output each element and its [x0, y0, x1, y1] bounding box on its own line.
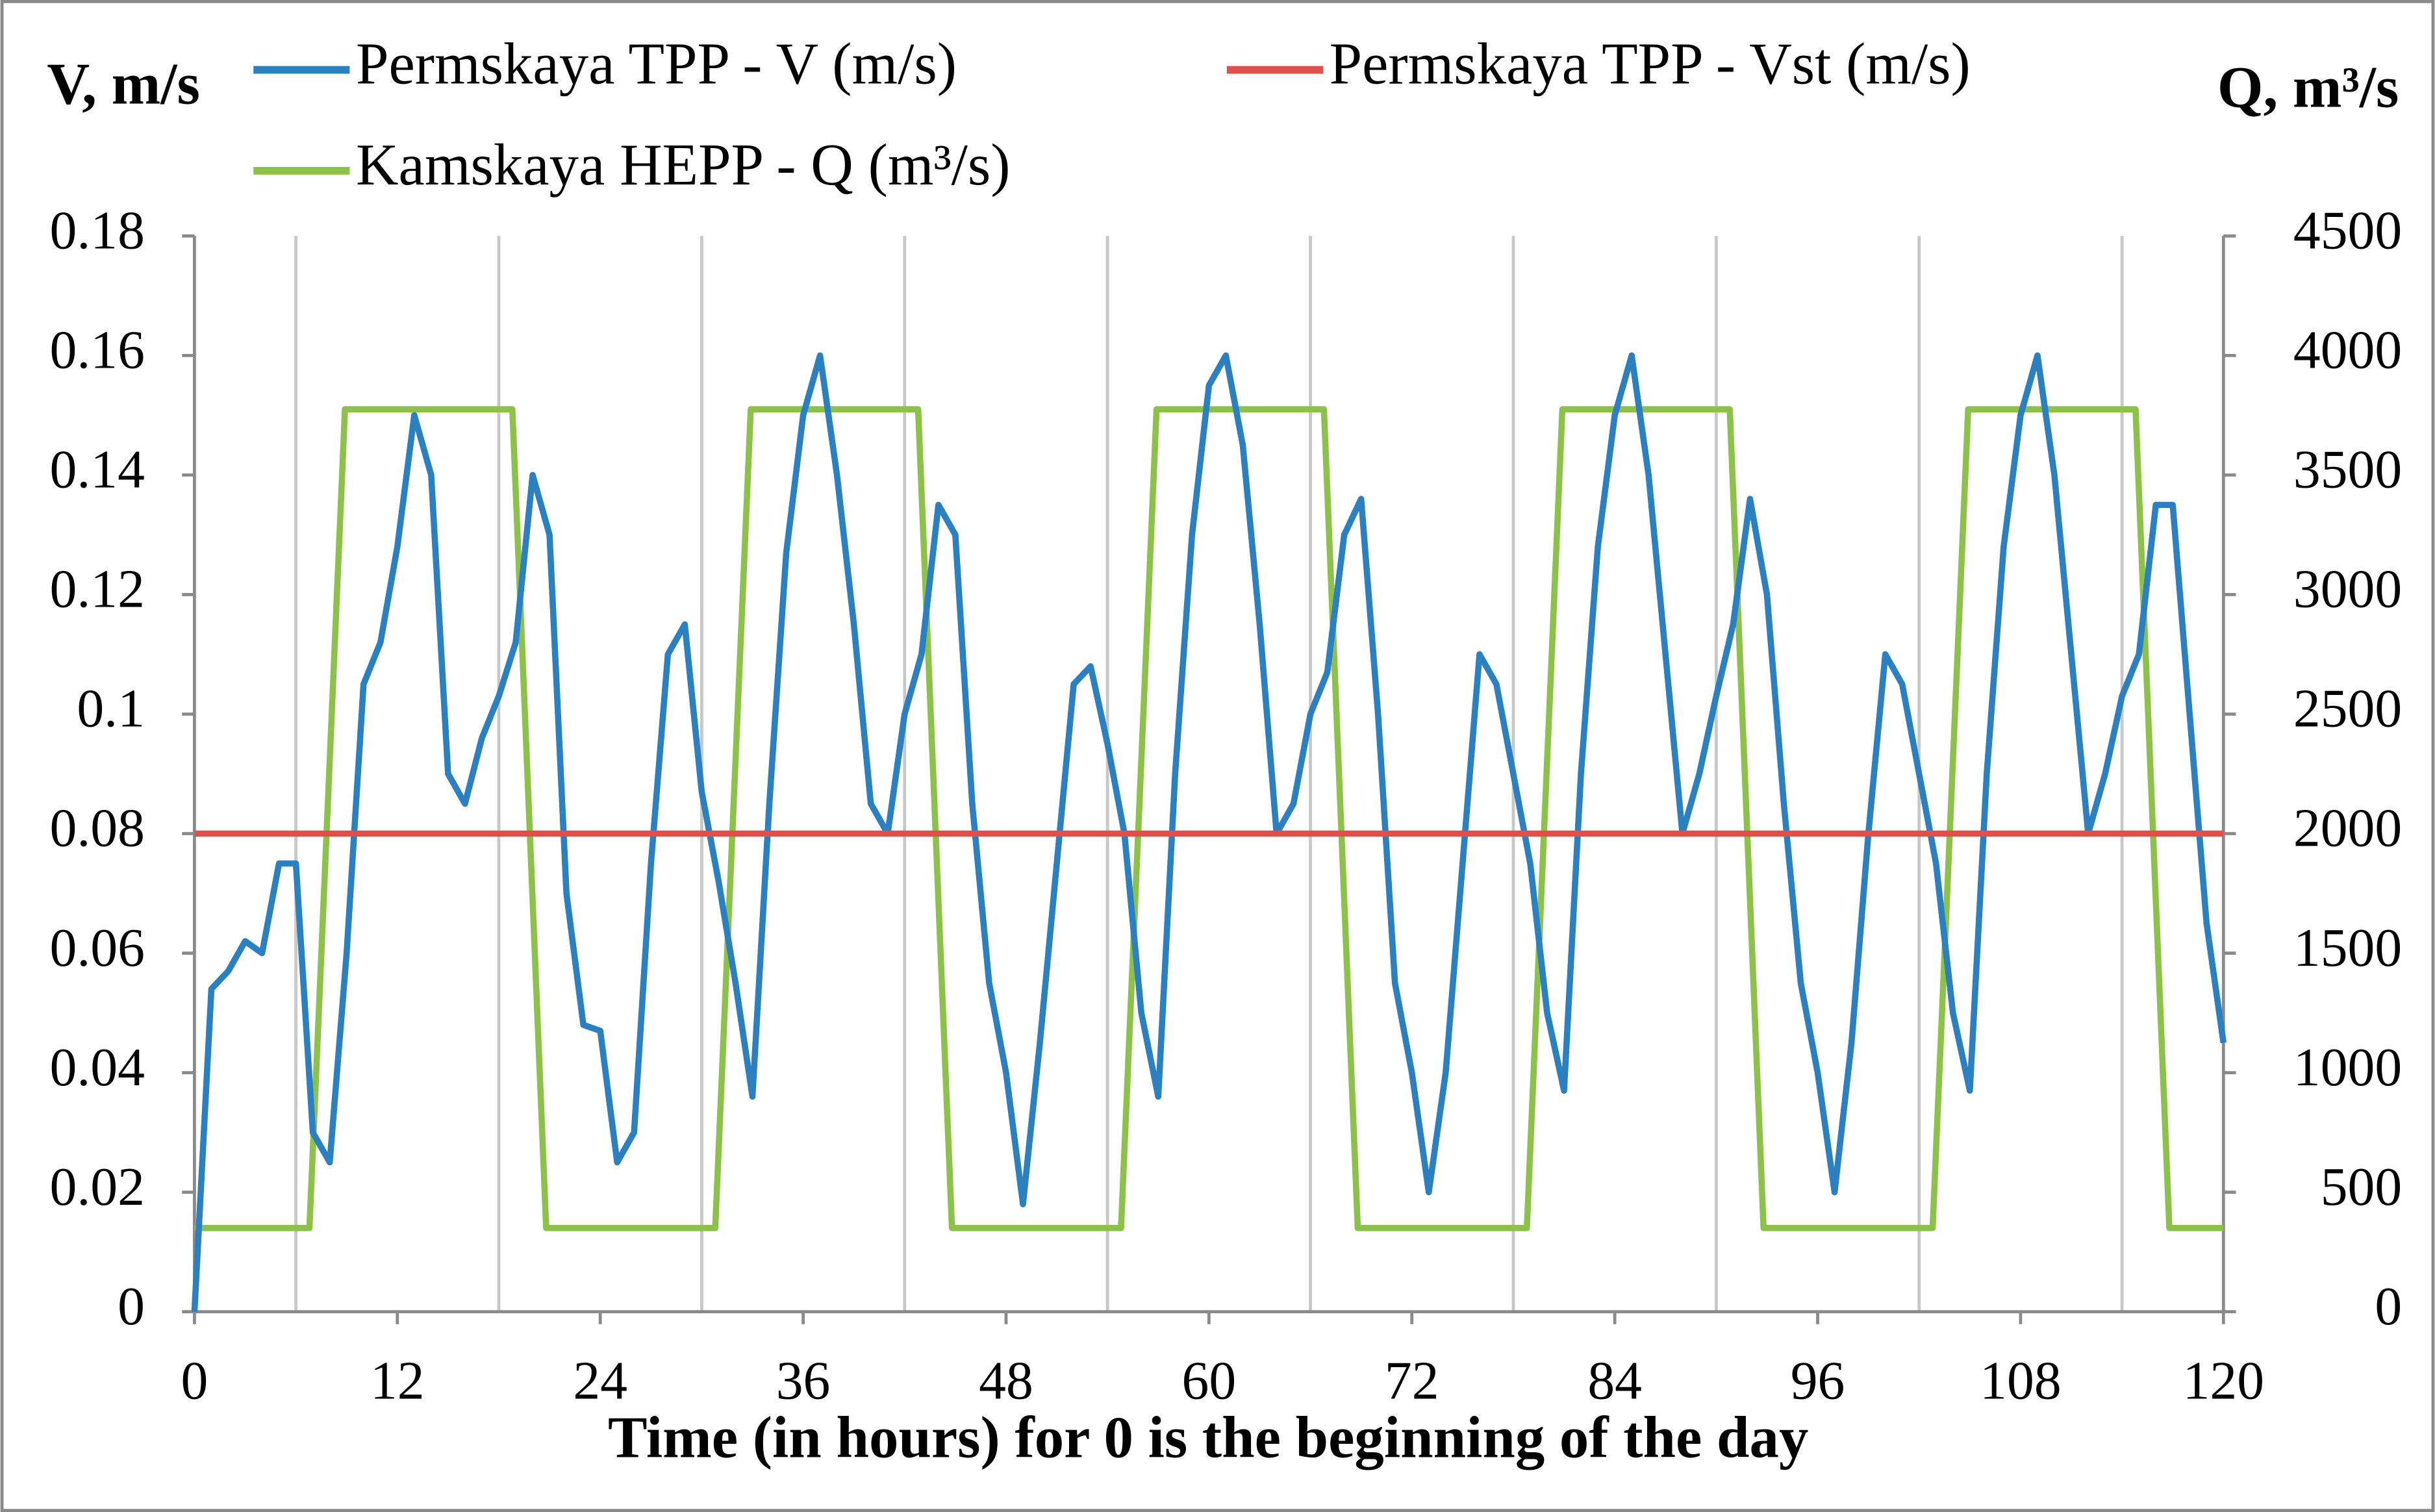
y2-tick-label: 4000 [2293, 320, 2402, 381]
x-tick-label: 72 [1385, 1351, 1439, 1411]
x-tick-label: 120 [2183, 1351, 2264, 1411]
x-axis-title: Time (in hours) for 0 is the beginning o… [608, 1405, 1808, 1470]
y-tick-label: 0.12 [50, 559, 145, 620]
x-tick-label: 108 [1980, 1351, 2061, 1411]
y-tick-label: 0.14 [50, 440, 145, 500]
y2-tick-label: 2500 [2293, 679, 2402, 739]
y-axis-title: V, m/s [47, 51, 200, 116]
y2-tick-label: 0 [2375, 1276, 2402, 1337]
y2-tick-label: 1500 [2293, 918, 2402, 978]
x-tick-label: 84 [1587, 1351, 1642, 1411]
x-tick-label: 48 [979, 1351, 1033, 1411]
legend-label: Permskaya TPP - V (m/s) [356, 31, 957, 96]
x-tick-label: 12 [370, 1351, 425, 1411]
y-tick-label: 0 [118, 1276, 145, 1337]
y2-axis-title: Q, m³/s [2217, 54, 2399, 120]
legend-label: Kamskaya HEPP - Q (m³/s) [356, 132, 1011, 197]
y-tick-label: 0.08 [50, 798, 145, 859]
y-tick-label: 0.1 [77, 679, 145, 739]
x-tick-label: 0 [181, 1351, 208, 1411]
y2-tick-label: 4500 [2293, 201, 2402, 261]
y-tick-label: 0.06 [50, 918, 145, 978]
legend-label: Permskaya TPP - Vst (m/s) [1330, 31, 1971, 96]
series-line [194, 406, 2224, 1231]
y2-tick-label: 2000 [2293, 798, 2402, 859]
y2-tick-label: 3500 [2293, 440, 2402, 500]
y2-tick-label: 3000 [2293, 559, 2402, 620]
y2-tick-label: 1000 [2293, 1037, 2402, 1098]
series-line [191, 352, 2227, 1312]
x-tick-label: 60 [1182, 1351, 1237, 1411]
y2-tick-label: 500 [2321, 1157, 2402, 1217]
y-tick-label: 0.16 [50, 320, 145, 381]
y-tick-label: 0.04 [50, 1037, 145, 1098]
y-tick-label: 0.18 [50, 201, 145, 261]
y-tick-label: 0.02 [50, 1157, 145, 1217]
x-tick-label: 96 [1791, 1351, 1845, 1411]
x-tick-label: 24 [573, 1351, 627, 1411]
x-tick-label: 36 [776, 1351, 831, 1411]
